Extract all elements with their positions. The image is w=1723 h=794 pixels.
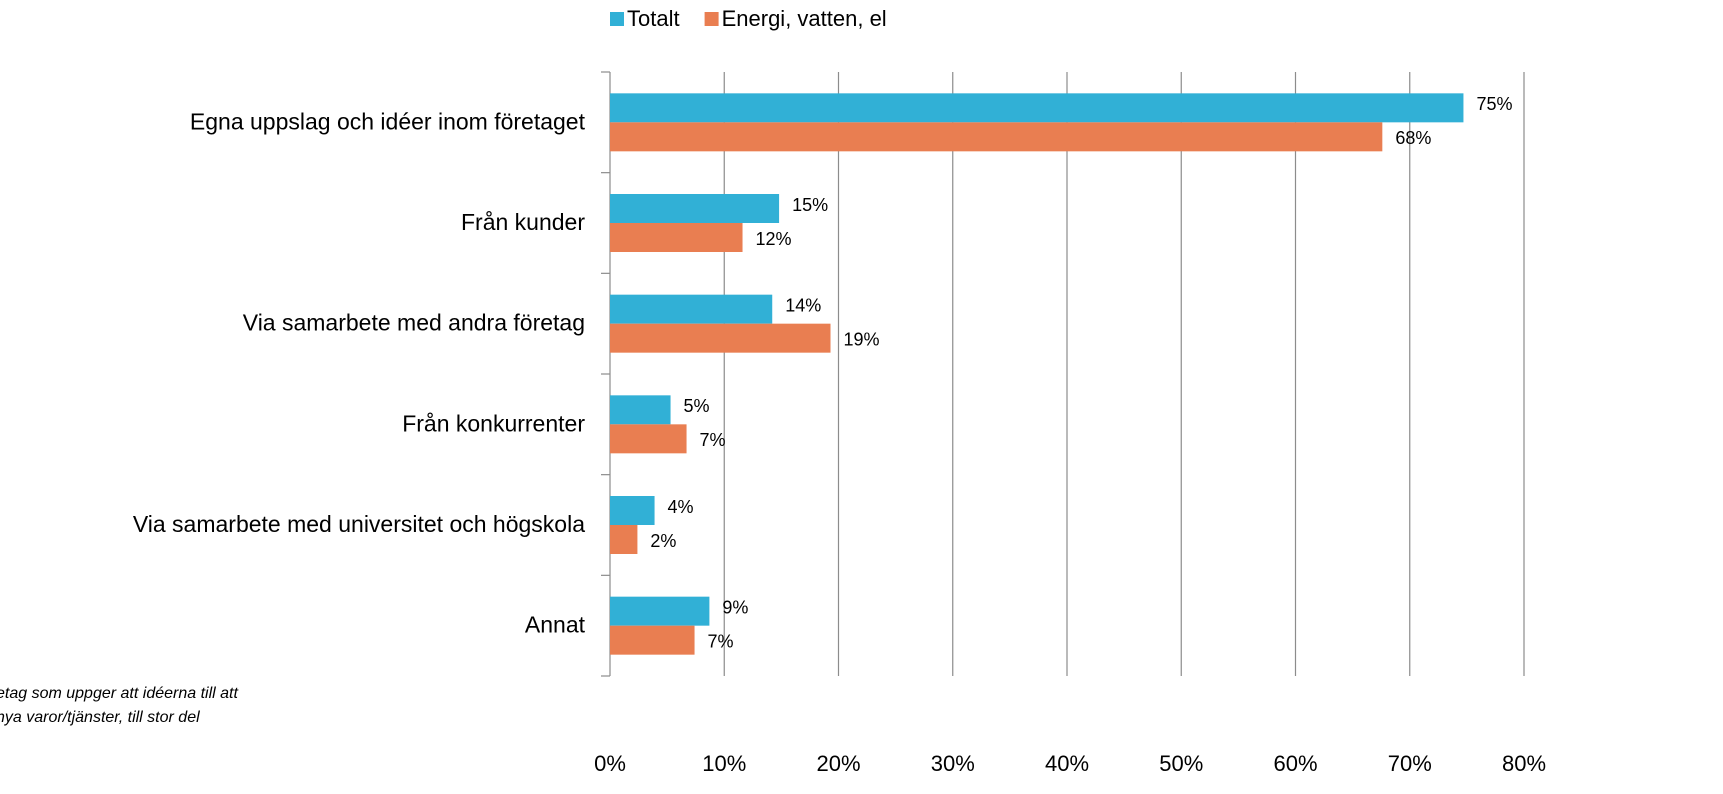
note: nya varor/tjänster, till stor del (0, 709, 200, 726)
data-label: 7% (700, 430, 726, 450)
bar (610, 294, 773, 324)
x-tick-label: 20% (816, 751, 860, 776)
bar (610, 395, 671, 425)
bar (610, 596, 710, 626)
data-label: 19% (844, 329, 880, 349)
x-tick-label: 30% (931, 751, 975, 776)
data-label: 75% (1476, 94, 1512, 114)
data-label: 15% (792, 195, 828, 215)
data-label: 4% (668, 497, 694, 517)
x-tick-label: 70% (1388, 751, 1432, 776)
category-label: Annat (525, 612, 586, 638)
x-tick-label: 40% (1045, 751, 1089, 776)
data-label: 9% (722, 597, 748, 617)
x-tick-label: 60% (1273, 751, 1317, 776)
bar (610, 93, 1464, 123)
x-tick-label: 80% (1502, 751, 1546, 776)
category-label: Egna uppslag och idéer inom företaget (190, 108, 586, 134)
data-label: 5% (684, 396, 710, 416)
category-label: Från konkurrenter (402, 410, 585, 436)
data-label: 7% (708, 631, 734, 651)
data-label: 14% (785, 295, 821, 315)
bar (610, 194, 780, 223)
legend-swatch (610, 12, 624, 26)
data-label: 2% (650, 531, 676, 551)
data-label: 12% (756, 229, 792, 249)
category-label: Via samarbete med andra företag (243, 310, 585, 336)
note: etag som uppger att idéerna till att (0, 685, 238, 702)
legend-swatch (704, 12, 719, 26)
x-tick-label: 50% (1159, 751, 1203, 776)
x-tick-label: 10% (702, 751, 746, 776)
bar (610, 424, 687, 454)
category-label: Från kunder (461, 209, 585, 235)
legend-label: Totalt (627, 6, 680, 31)
bar (610, 496, 655, 525)
category-label: Via samarbete med universitet och högsko… (133, 511, 585, 537)
bar (610, 122, 1383, 152)
x-tick-label: 0% (594, 751, 626, 776)
bar (610, 323, 831, 353)
legend-label: Energi, vatten, el (722, 6, 887, 31)
data-label: 68% (1395, 128, 1431, 148)
bar (610, 525, 638, 554)
bar (610, 223, 743, 252)
bar (610, 625, 695, 655)
